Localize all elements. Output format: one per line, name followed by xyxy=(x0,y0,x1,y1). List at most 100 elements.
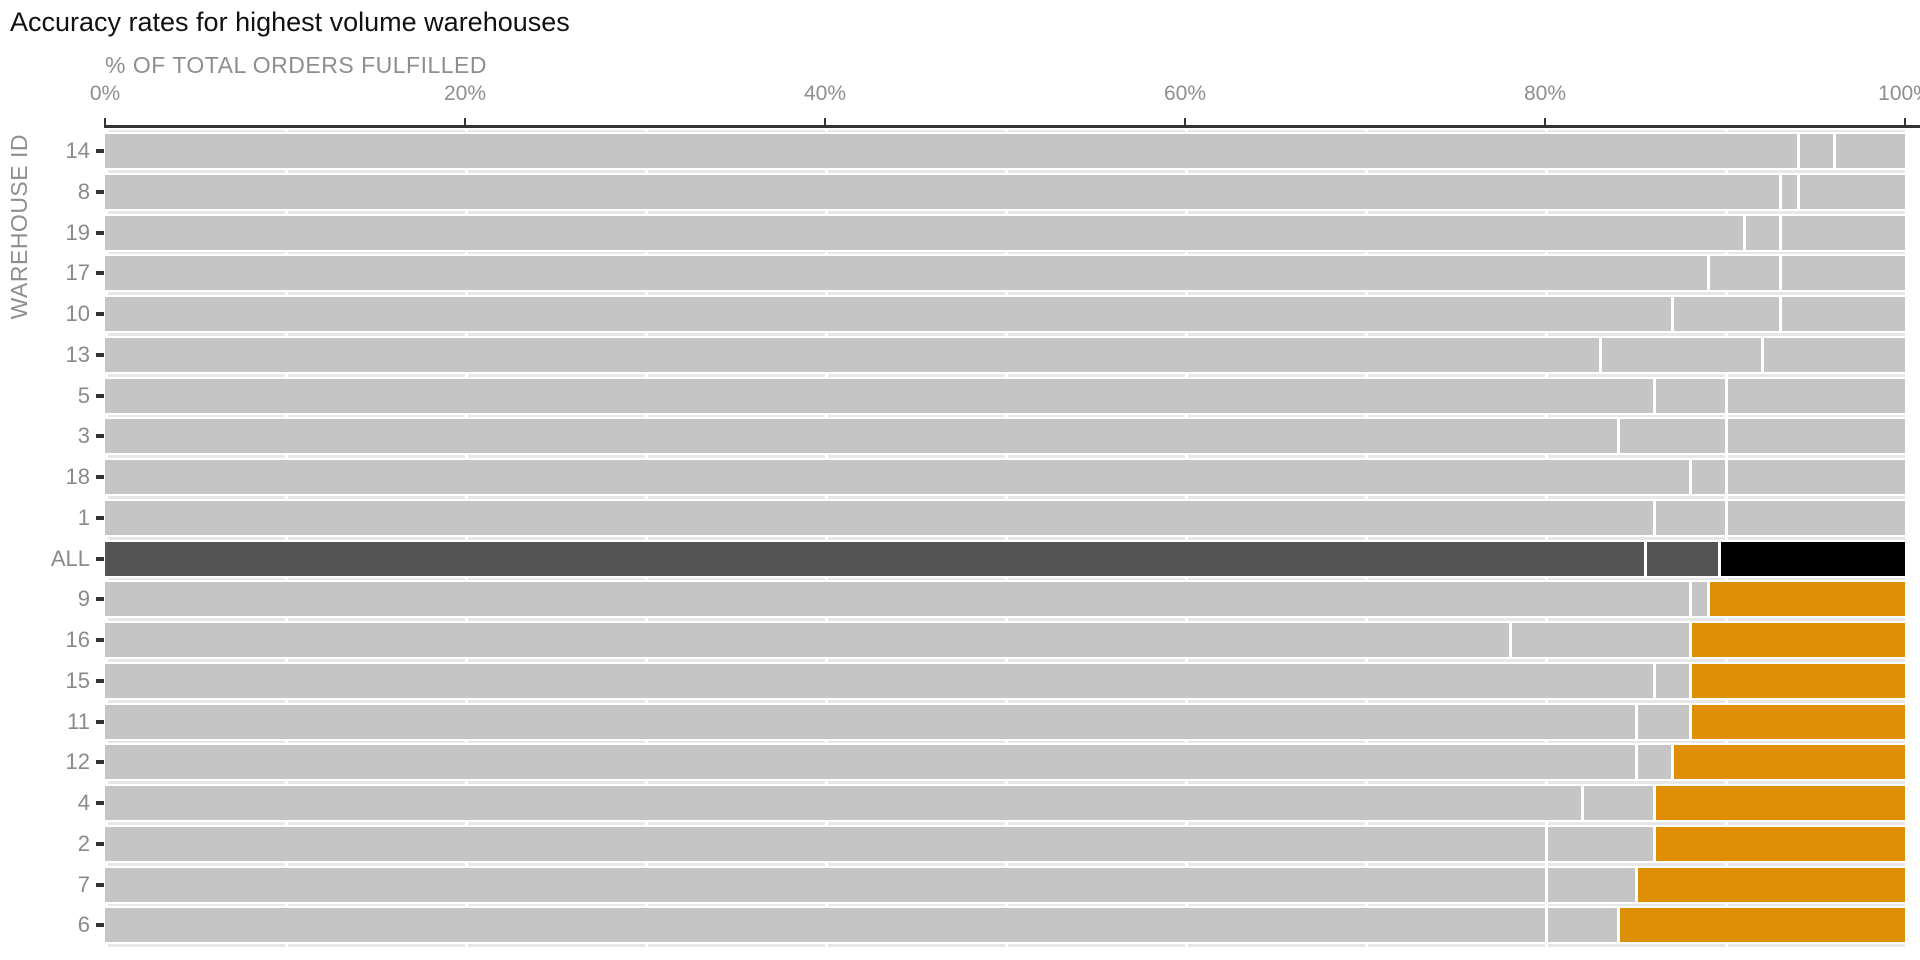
bar-row-warehouse-12 xyxy=(105,745,1905,780)
y-axis-label: 10 xyxy=(65,301,90,326)
bar-row-warehouse-13 xyxy=(105,337,1905,372)
y-axis-label: 7 xyxy=(77,871,90,897)
bar-segment-1 xyxy=(105,786,1581,820)
bar-segment-2 xyxy=(1635,704,1689,739)
bar-row-warehouse-17 xyxy=(105,256,1905,291)
x-tick-mark xyxy=(104,118,106,125)
y-axis-label: 6 xyxy=(77,912,90,938)
bar-segment-1 xyxy=(105,215,1743,250)
bar-segment-2 xyxy=(1689,582,1707,617)
bar-segment-1 xyxy=(105,134,1797,168)
bar-segment-3 xyxy=(1833,134,1905,168)
bar-segment-2 xyxy=(1545,826,1653,861)
bar-segment-1 xyxy=(105,908,1545,943)
bar-segment-1 xyxy=(105,337,1599,372)
bar-segment-3 xyxy=(1725,500,1905,535)
y-tick-mark xyxy=(96,515,104,520)
bar-segment-3 xyxy=(1653,826,1905,861)
bar-row-warehouse-ALL xyxy=(105,541,1905,576)
x-tick-mark xyxy=(1184,118,1186,125)
y-tick-mark xyxy=(96,760,104,765)
bar-segment-1 xyxy=(105,541,1644,576)
y-tick-mark xyxy=(96,841,104,846)
bar-segment-2 xyxy=(1653,500,1725,535)
bar-segment-1 xyxy=(105,500,1653,535)
bar-row-warehouse-19 xyxy=(105,215,1905,250)
x-tick-mark xyxy=(464,118,466,125)
bar-segment-1 xyxy=(105,582,1689,617)
bar-segment-3 xyxy=(1725,419,1905,454)
bar-segment-2 xyxy=(1617,419,1725,454)
plot-panel xyxy=(105,130,1905,947)
bar-segment-3 xyxy=(1797,174,1905,209)
bar-row-warehouse-9 xyxy=(105,582,1905,617)
bar-segment-3 xyxy=(1717,541,1905,576)
bar-segment-3 xyxy=(1725,460,1905,494)
bar-segment-2 xyxy=(1644,541,1718,576)
bar-segment-1 xyxy=(105,745,1635,780)
y-axis-label: 12 xyxy=(65,749,90,775)
bar-segment-1 xyxy=(105,297,1671,331)
y-tick-mark xyxy=(96,312,104,316)
bar-segment-3 xyxy=(1671,745,1905,780)
y-axis-label: 11 xyxy=(67,708,90,734)
y-tick-mark xyxy=(96,678,104,683)
bar-row-warehouse-18 xyxy=(105,460,1905,494)
bar-segment-1 xyxy=(105,378,1653,413)
y-axis-label: ALL xyxy=(50,545,90,571)
bar-segment-3 xyxy=(1761,337,1905,372)
bar-row-warehouse-3 xyxy=(105,419,1905,454)
bar-segment-1 xyxy=(105,867,1545,902)
bar-row-warehouse-10 xyxy=(105,297,1905,331)
bar-segment-2 xyxy=(1653,663,1689,698)
bar-segment-3 xyxy=(1617,908,1905,943)
bar-segment-3 xyxy=(1779,297,1905,331)
bar-row-warehouse-14 xyxy=(105,134,1905,168)
x-tick-label: 80% xyxy=(1523,82,1567,105)
y-axis-label: 9 xyxy=(77,586,90,612)
bar-segment-2 xyxy=(1545,908,1617,943)
y-tick-mark xyxy=(96,597,104,602)
x-axis-line xyxy=(104,125,1920,128)
x-tick-mark xyxy=(1544,118,1546,125)
x-tick-label: 20% xyxy=(443,82,487,105)
bar-segment-2 xyxy=(1671,297,1779,331)
bar-segment-1 xyxy=(105,256,1707,291)
y-axis-label: 19 xyxy=(65,219,90,245)
y-axis-label: 18 xyxy=(65,464,90,489)
y-tick-mark xyxy=(96,352,104,357)
bar-segment-3 xyxy=(1779,215,1905,250)
y-tick-mark xyxy=(96,393,104,398)
bar-row-warehouse-2 xyxy=(105,826,1905,861)
bar-row-warehouse-1 xyxy=(105,500,1905,535)
y-tick-mark xyxy=(96,149,104,153)
x-tick-label: 0% xyxy=(89,82,121,105)
bar-segment-3 xyxy=(1689,623,1905,657)
x-tick-label: 40% xyxy=(803,82,847,105)
bar-segment-1 xyxy=(105,623,1509,657)
bar-segment-1 xyxy=(105,663,1653,698)
bar-segment-3 xyxy=(1779,256,1905,291)
y-tick-mark xyxy=(96,434,104,439)
bar-segment-3 xyxy=(1635,867,1905,902)
bar-segment-3 xyxy=(1689,704,1905,739)
bar-segment-3 xyxy=(1725,378,1905,413)
bar-segment-2 xyxy=(1707,256,1779,291)
bar-segment-2 xyxy=(1689,460,1725,494)
y-tick-mark xyxy=(96,271,104,276)
bar-segment-3 xyxy=(1689,663,1905,698)
y-axis-label: 5 xyxy=(77,382,90,408)
bar-segment-2 xyxy=(1653,378,1725,413)
bar-segment-2 xyxy=(1635,745,1671,780)
y-axis-label: 17 xyxy=(65,260,90,286)
y-axis-label: 4 xyxy=(77,790,90,815)
y-axis-label: 16 xyxy=(65,627,90,652)
bar-row-warehouse-8 xyxy=(105,174,1905,209)
y-tick-mark xyxy=(96,882,104,887)
bar-row-warehouse-16 xyxy=(105,623,1905,657)
bar-segment-2 xyxy=(1545,867,1635,902)
bar-row-warehouse-4 xyxy=(105,786,1905,820)
y-axis-label: 8 xyxy=(77,178,90,204)
y-tick-mark xyxy=(96,923,104,928)
